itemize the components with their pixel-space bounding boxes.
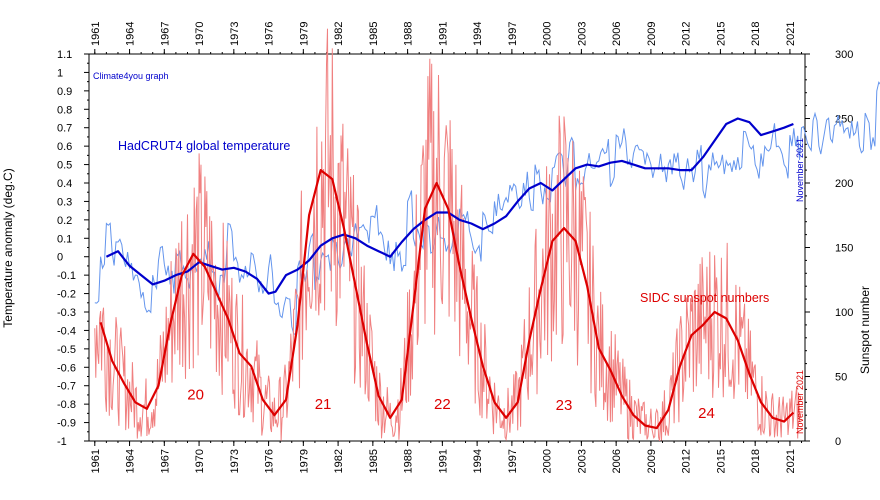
x-tick-label-top: 1988	[403, 22, 415, 46]
x-tick-label-top: 2012	[681, 22, 693, 46]
left-tick-label: -0.3	[57, 307, 76, 319]
cycle-label: 20	[187, 387, 204, 404]
left-tick-label: 1.1	[57, 49, 72, 61]
left-tick-label: -1	[57, 436, 67, 448]
x-tick-label-top: 1985	[368, 22, 380, 46]
left-tick-label: 0.8	[57, 104, 72, 116]
credit-text: Climate4you graph	[93, 71, 169, 81]
x-tick-label-bottom: 1997	[507, 449, 519, 473]
right-tick-label: 200	[835, 178, 853, 190]
axis-layer: 1961 1961 1964 1964 1967 1967 1970 1970 1973 1973…	[57, 22, 853, 474]
x-tick-label-bottom: 1994	[472, 449, 484, 473]
temperature-raw-line	[94, 81, 880, 336]
temperature-series-label: HadCRUT4 global temperature	[118, 139, 290, 153]
left-tick-label: -0.2	[57, 289, 76, 301]
left-tick-label: 0	[57, 252, 63, 264]
x-tick-label-bottom: 2015	[715, 449, 727, 473]
right-tick-label: 150	[835, 243, 853, 255]
x-tick-label-bottom: 1973	[229, 449, 241, 473]
x-tick-label-top: 2018	[750, 22, 762, 46]
left-tick-label: -0.7	[57, 381, 76, 393]
x-tick-label-top: 1991	[437, 22, 449, 46]
x-tick-label-top: 1997	[507, 22, 519, 46]
x-tick-label-bottom: 2018	[750, 449, 762, 473]
left-tick-label: 0.3	[57, 196, 72, 208]
x-tick-label-bottom: 1979	[298, 449, 310, 473]
left-tick-label: 0.6	[57, 141, 72, 153]
right-tick-label: 300	[835, 49, 853, 61]
x-tick-label-top: 1973	[229, 22, 241, 46]
label-layer: Climate4you graph HadCRUT4 global temper…	[1, 71, 872, 434]
left-tick-label: -0.1	[57, 270, 76, 282]
left-tick-label: 0.9	[57, 86, 72, 98]
x-tick-label-bottom: 2009	[646, 449, 658, 473]
cycle-label: 21	[315, 396, 332, 413]
x-tick-label-bottom: 1961	[90, 449, 102, 473]
raw-series-layer	[94, 28, 880, 442]
x-tick-label-bottom: 2006	[611, 449, 623, 473]
right-tick-label: 0	[835, 436, 841, 448]
left-tick-label: 0.4	[57, 178, 72, 190]
sunspot-smoothed-line	[99, 169, 795, 430]
x-tick-label-bottom: 2012	[681, 449, 693, 473]
sunspot-end-label: November 2021	[795, 370, 805, 434]
left-axis-title: Temperature anomaly (deg.C)	[1, 168, 15, 327]
x-tick-label-top: 2009	[646, 22, 658, 46]
cycle-label: 24	[698, 405, 715, 422]
x-tick-label-bottom: 2000	[542, 449, 554, 473]
x-tick-label-top: 2015	[715, 22, 727, 46]
cycle-label: 23	[556, 397, 573, 414]
x-tick-label-top: 1967	[159, 22, 171, 46]
x-tick-label-bottom: 1985	[368, 449, 380, 473]
x-tick-label-top: 2006	[611, 22, 623, 46]
x-tick-label-top: 1982	[333, 22, 345, 46]
x-tick-label-top: 1979	[298, 22, 310, 46]
x-tick-label-bottom: 1967	[159, 449, 171, 473]
x-tick-label-bottom: 1991	[437, 449, 449, 473]
left-tick-label: 0.7	[57, 123, 72, 135]
left-tick-label: -0.4	[57, 325, 76, 337]
x-tick-label-top: 2021	[785, 22, 797, 46]
left-tick-label: 0.2	[57, 215, 72, 227]
x-tick-label-top: 2003	[576, 22, 588, 46]
x-tick-label-bottom: 2021	[785, 449, 797, 473]
smoothed-series-layer: 20 21 22 23 24	[99, 117, 795, 430]
left-tick-label: 1	[57, 67, 63, 79]
temperature-end-label: November 2021	[795, 138, 805, 202]
x-tick-label-bottom: 1982	[333, 449, 345, 473]
right-tick-label: 100	[835, 307, 853, 319]
x-tick-label-bottom: 2003	[576, 449, 588, 473]
x-tick-label-top: 1964	[125, 22, 137, 46]
left-tick-label: -0.8	[57, 399, 76, 411]
left-tick-label: 0.1	[57, 233, 72, 245]
right-tick-label: 50	[835, 372, 847, 384]
cycle-label: 22	[434, 396, 451, 413]
x-tick-label-bottom: 1964	[125, 449, 137, 473]
x-tick-label-top: 1970	[194, 22, 206, 46]
left-tick-label: -0.5	[57, 344, 76, 356]
sunspot-series-label: SIDC sunspot numbers	[640, 291, 769, 305]
plot-frame	[88, 53, 806, 442]
x-tick-label-top: 1976	[264, 22, 276, 46]
x-tick-label-top: 1961	[90, 22, 102, 46]
x-tick-label-bottom: 1988	[403, 449, 415, 473]
x-tick-label-bottom: 1970	[194, 449, 206, 473]
x-tick-label-top: 2000	[542, 22, 554, 46]
x-tick-label-bottom: 1976	[264, 449, 276, 473]
x-tick-label-top: 1994	[472, 22, 484, 46]
right-axis-title: Sunspot number	[858, 286, 872, 374]
left-tick-label: -0.9	[57, 418, 76, 430]
left-tick-label: 0.5	[57, 160, 72, 172]
sunspot-raw-line	[94, 28, 801, 442]
left-tick-label: -0.6	[57, 362, 76, 374]
